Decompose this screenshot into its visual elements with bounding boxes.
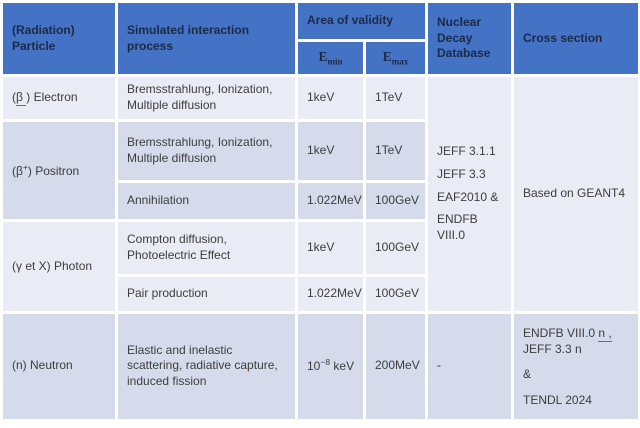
header-area-of-validity: Area of validity: [298, 3, 425, 39]
header-row-2: Emin Emax: [3, 42, 638, 74]
cell-positron-emin-1: 1keV: [298, 122, 363, 180]
cell-database-merged: JEFF 3.1.1 JEFF 3.3 EAF2010 & ENDFB VIII…: [428, 77, 511, 311]
emax-sub: max: [391, 56, 409, 67]
cell-positron-emin-2: 1.022MeV: [298, 183, 363, 219]
cell-photon-process-1: Compton diffusion, Photoelectric Effect: [118, 222, 295, 274]
header-process: Simulated interaction process: [118, 3, 295, 74]
electron-particle-pre: (: [12, 90, 16, 105]
emax-base: E: [382, 48, 392, 64]
header-cross-section: Cross section: [514, 3, 638, 74]
cell-neutron-emax: 200MeV: [366, 314, 425, 419]
row-positron-1: (β+) Positron Bremsstrahlung, Ionization…: [3, 122, 638, 219]
cell-photon-emin-2: 1.022MeV: [298, 277, 363, 311]
cell-positron-process-2: Annihilation: [118, 183, 295, 219]
neutron-cross-line-1: ENDFB VIII.0 n , JEFF 3.3 n: [523, 325, 632, 357]
positron-particle-sup: +: [22, 161, 28, 172]
cell-neutron-process: Elastic and inelastic scattering, radiat…: [118, 314, 295, 419]
header-particle: (Radiation) Particle: [3, 3, 115, 74]
cell-photon-emax-1: 100GeV: [366, 222, 425, 274]
cell-photon-emax-2: 100GeV: [366, 277, 425, 311]
database-line: EAF2010 &: [437, 189, 499, 204]
row-neutron: (n) Neutron Elastic and inelastic scatte…: [3, 314, 638, 419]
header-database: Nuclear Decay Database: [428, 3, 511, 74]
database-line: JEFF 3.1.1: [437, 143, 496, 158]
header-row-1: (Radiation) Particle Simulated interacti…: [3, 3, 638, 74]
cell-positron-emax-1: 1TeV: [366, 122, 425, 180]
cell-cross-section-merged: Based on GEANT4: [514, 77, 638, 311]
electron-particle-symbol: β: [16, 90, 27, 107]
row-electron: (β ) Electron Bremsstrahlung, Ionization…: [3, 77, 638, 311]
cell-positron-particle: (β+) Positron: [3, 122, 115, 219]
row-photon-1: (γ et X) Photon Compton diffusion, Photo…: [3, 222, 638, 311]
cell-neutron-cross-section: ENDFB VIII.0 n , JEFF 3.3 n & TENDL 2024: [514, 314, 638, 419]
row-positron-2: Annihilation 1.022MeV 100GeV: [3, 183, 638, 219]
neutron-cross-underlined: n ,: [598, 326, 612, 342]
cell-neutron-emin: 10−8 keV: [298, 314, 363, 419]
neutron-cross-line-3: TENDL 2024: [523, 392, 592, 407]
cell-photon-particle: (γ et X) Photon: [3, 222, 115, 311]
cell-neutron-database: -: [428, 314, 511, 419]
electron-particle-post: ) Electron: [26, 90, 78, 105]
positron-particle-post: ) Positron: [27, 163, 80, 178]
neutron-emin-base: 10: [307, 359, 321, 374]
cell-photon-process-2: Pair production: [118, 277, 295, 311]
emin-sub: min: [327, 56, 343, 67]
neutron-cross-pre: ENDFB VIII.0: [523, 326, 599, 340]
header-emin: Emin: [298, 42, 363, 74]
database-line: ENDFB VIII.0: [437, 212, 478, 243]
positron-particle-pre: (β: [12, 163, 23, 178]
emin-base: E: [318, 48, 328, 64]
cell-electron-particle: (β ) Electron: [3, 77, 115, 119]
cell-photon-emin-1: 1keV: [298, 222, 363, 274]
neutron-emin-unit: keV: [330, 359, 355, 374]
cell-electron-process: Bremsstrahlung, Ionization, Multiple dif…: [118, 77, 295, 119]
cell-electron-emax: 1TeV: [366, 77, 425, 119]
header-emax: Emax: [366, 42, 425, 74]
cell-positron-emax-2: 100GeV: [366, 183, 425, 219]
cell-positron-process-1: Bremsstrahlung, Ionization, Multiple dif…: [118, 122, 295, 180]
row-photon-2: Pair production 1.022MeV 100GeV: [3, 277, 638, 311]
cell-neutron-particle: (n) Neutron: [3, 314, 115, 419]
neutron-cross-line-2: &: [523, 367, 532, 382]
neutron-cross-post: JEFF 3.3 n: [523, 342, 582, 357]
database-line: JEFF 3.3: [437, 166, 486, 181]
neutron-emin-sup: −8: [320, 357, 331, 368]
cell-electron-emin: 1keV: [298, 77, 363, 119]
